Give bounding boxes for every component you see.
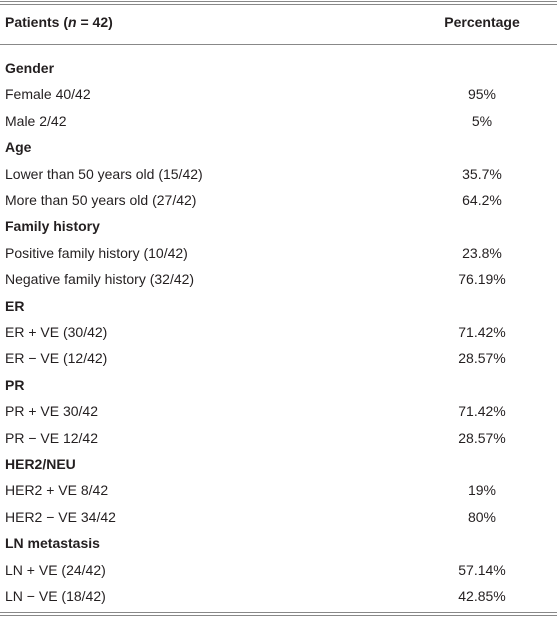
group-title: Gender — [5, 60, 55, 76]
group-title: ER — [5, 297, 25, 314]
row-percentage: 76.19% — [458, 271, 506, 288]
group-title: LN metastasis — [5, 535, 100, 552]
group-title: PR — [5, 376, 25, 393]
top-rule — [0, 4, 557, 5]
row-label: LN − VE (18/42) — [5, 588, 106, 604]
group-title: Family history — [5, 218, 100, 235]
header-percentage: Percentage — [444, 14, 520, 30]
row-percentage: 19% — [467, 482, 497, 499]
row-percentage: 5% — [471, 112, 493, 129]
header-text: Patients ( — [5, 14, 69, 30]
bottom-rule — [0, 612, 557, 613]
row-percentage: 64.2% — [462, 192, 502, 208]
row-percentage: 80% — [467, 508, 497, 525]
row-label: Male 2/42 — [5, 112, 67, 129]
row-label: Lower than 50 years old (15/42) — [5, 165, 203, 182]
row-percentage: 71.42% — [458, 403, 506, 420]
row-percentage: 28.57% — [458, 350, 506, 367]
row-label: HER2 − VE 34/42 — [5, 508, 116, 525]
row-percentage: 28.57% — [458, 429, 506, 446]
row-label: ER + VE (30/42) — [5, 324, 108, 340]
row-percentage: 95% — [467, 86, 497, 103]
bottom-rule — [0, 615, 557, 616]
header-text: = 42) — [76, 14, 113, 30]
row-label: PR + VE 30/42 — [5, 403, 99, 420]
row-label: Positive family history (10/42) — [5, 244, 188, 261]
row-percentage: 35.7% — [462, 165, 502, 182]
row-label: LN + VE (24/42) — [5, 561, 106, 578]
row-percentage: 57.14% — [458, 561, 506, 578]
row-percentage: 23.8% — [462, 244, 502, 261]
row-label: More than 50 years old (27/42) — [5, 192, 197, 208]
row-label: PR − VE 12/42 — [5, 429, 99, 446]
row-percentage: 42.85% — [458, 588, 506, 604]
header-text: n — [68, 14, 77, 30]
header-patients: Patients (n = 42) — [5, 13, 113, 31]
row-label: Negative family history (32/42) — [5, 271, 195, 288]
row-label: ER − VE (12/42) — [5, 350, 108, 367]
row-label: HER2 + VE 8/42 — [5, 482, 109, 499]
top-rule — [0, 1, 557, 2]
header-rule — [0, 44, 557, 45]
row-percentage: 71.42% — [458, 324, 506, 340]
group-title: HER2/NEU — [5, 456, 76, 472]
group-title: Age — [5, 139, 32, 156]
row-label: Female 40/42 — [5, 86, 91, 103]
